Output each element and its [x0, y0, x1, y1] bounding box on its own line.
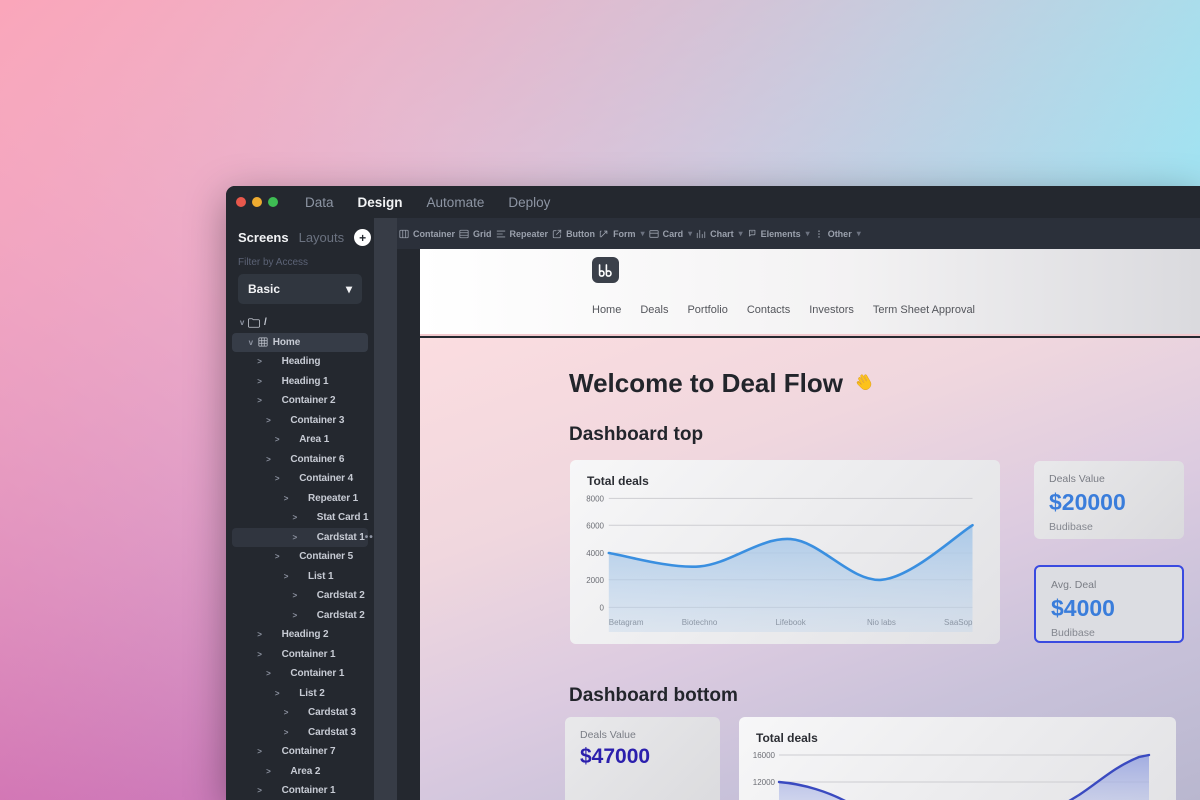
svg-text:0: 0: [600, 604, 605, 613]
svg-text:12000: 12000: [753, 778, 776, 787]
svg-text:6000: 6000: [586, 521, 604, 530]
svg-text:16000: 16000: [753, 751, 776, 760]
svg-text:8000: 8000: [586, 495, 604, 504]
svg-text:2000: 2000: [586, 576, 604, 585]
svg-text:4000: 4000: [586, 549, 604, 558]
